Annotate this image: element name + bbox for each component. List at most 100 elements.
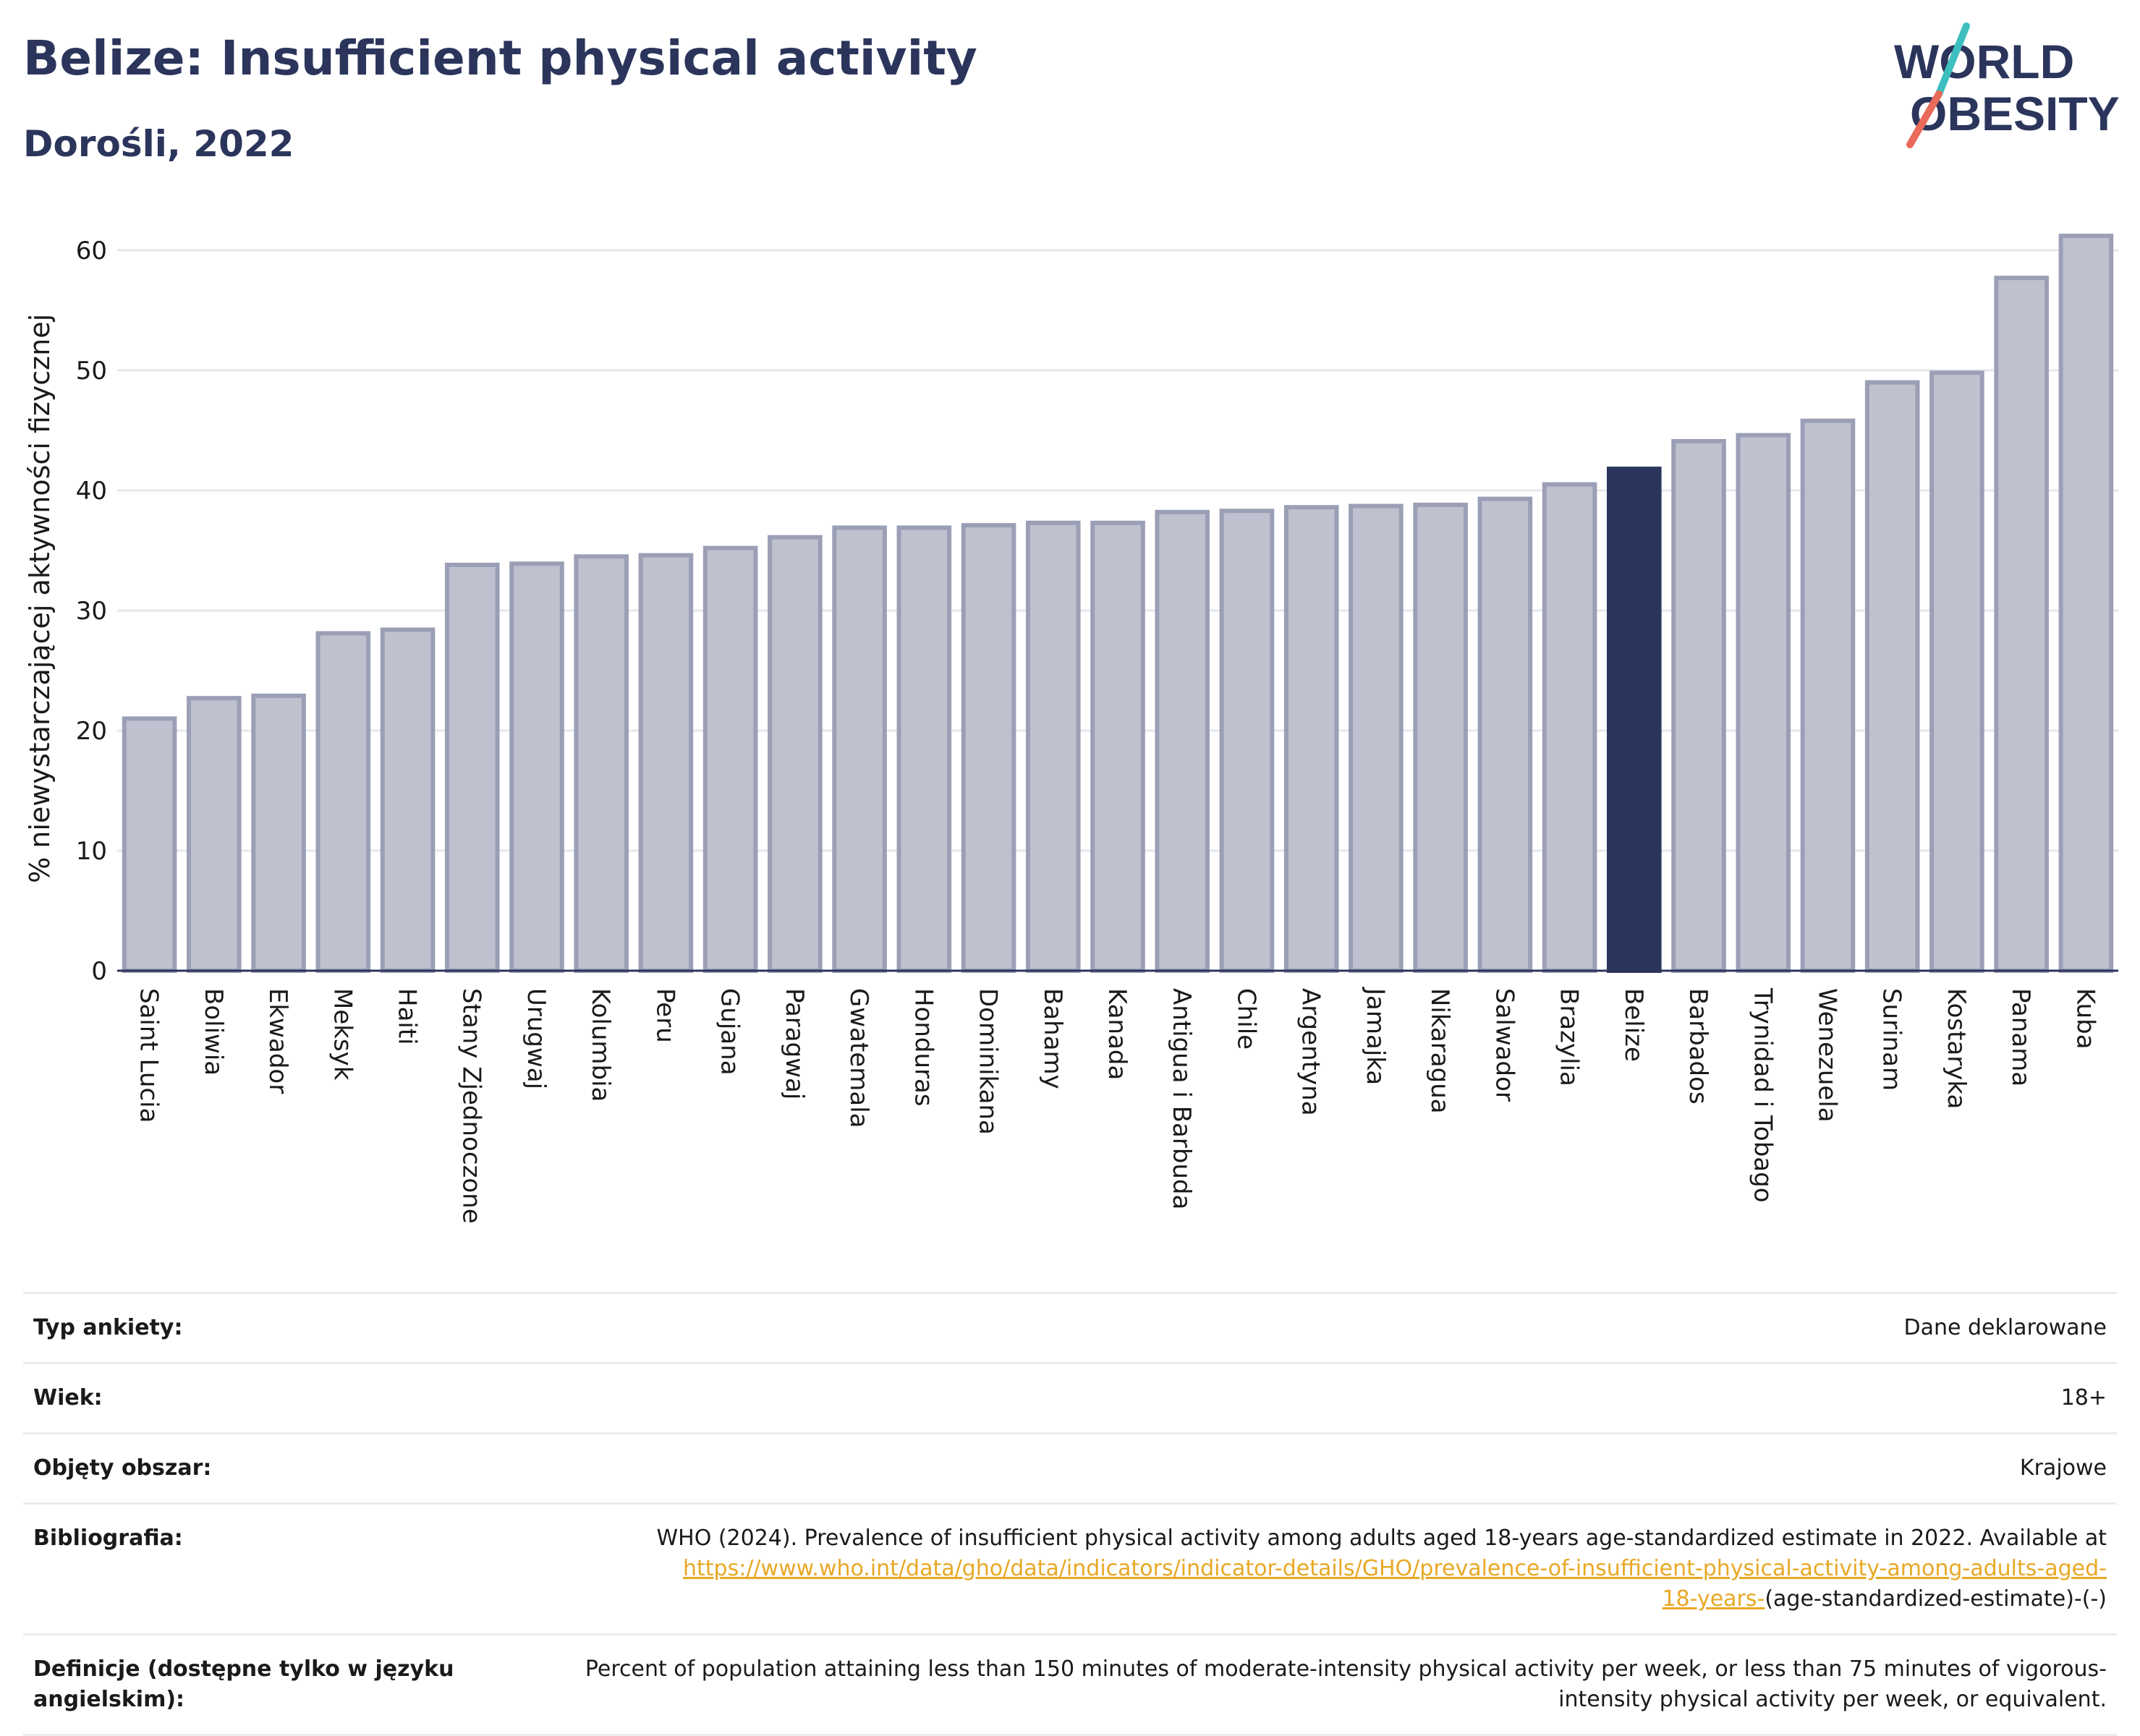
x-tick-label: Salwador	[1490, 988, 1519, 1102]
x-tick-label: Antigua i Barbuda	[1167, 988, 1196, 1209]
x-tick-label: Boliwia	[199, 988, 228, 1076]
x-tick-label: Saint Lucia	[135, 988, 164, 1123]
x-tick-label: Trynidad i Tobago	[1748, 987, 1777, 1203]
bar-nikaragua	[1413, 502, 1468, 973]
x-tick-label: Kanada	[1103, 988, 1131, 1080]
meta-label: Bibliografia:	[33, 1526, 183, 1551]
bar-chart: 0 10 20 30 40 50 60 Saint Lucia Boliwia Ekwador M…	[24, 234, 2118, 1224]
x-tick-label: Peru	[650, 988, 679, 1043]
x-tick-label: Barbados	[1683, 988, 1712, 1105]
x-tick-label: Ekwador	[263, 988, 292, 1094]
x-tick-label: Urugwaj	[522, 988, 551, 1089]
logo-line2: OBESITY	[1910, 87, 2120, 140]
bar-stany-zjednoczone	[444, 562, 500, 973]
bar-surinam	[1864, 380, 1920, 973]
y-tick-label: 20	[76, 717, 107, 746]
bibliography-tail: (age-standardized-estimate)-(-)	[1765, 1586, 2107, 1612]
y-tick-label: 60	[76, 237, 107, 265]
meta-label: Definicje (dostępne tylko w języku angie…	[33, 1656, 454, 1712]
meta-label: Typ ankiety:	[33, 1315, 183, 1340]
x-tick-label: Stany Zjednoczone	[457, 988, 486, 1224]
meta-row-bibliography: Bibliografia: WHO (2024). Prevalence of …	[23, 1503, 2117, 1635]
bar-paragwaj	[768, 535, 823, 973]
bar-barbados	[1671, 438, 1726, 973]
meta-value: Dane deklarowane	[1903, 1315, 2107, 1340]
logo-slash-teal	[1935, 22, 1970, 98]
bar-antigua-i-barbuda	[1155, 509, 1210, 973]
bar-gujana	[702, 545, 758, 973]
x-tick-label: Brazylia	[1555, 988, 1584, 1086]
bar-saint-lucia	[122, 716, 177, 974]
meta-value: Percent of population attaining less tha…	[585, 1656, 2107, 1712]
y-tick-label: 40	[76, 477, 107, 506]
x-tick-label: Gwatemala	[844, 988, 873, 1128]
y-axis-ticks: 0 10 20 30 40 50 60	[76, 237, 107, 986]
bar-belize	[1607, 467, 1662, 973]
meta-row-definitions: Definicje (dostępne tylko w języku angie…	[23, 1634, 2117, 1735]
bar-salwador	[1477, 496, 1533, 973]
x-tick-label: Dominikana	[974, 988, 1003, 1135]
x-tick-label: Bahamy	[1038, 988, 1067, 1089]
x-tick-label: Belize	[1619, 988, 1648, 1062]
bibliography-text: WHO (2024). Prevalence of insufficient p…	[656, 1526, 2107, 1551]
x-tick-label: Wenezuela	[1812, 988, 1841, 1123]
world-obesity-logo: WORLD OBESITY	[1894, 22, 2120, 148]
chart-title: Belize: Insufficient physical activity	[23, 30, 977, 86]
bar-kanada	[1090, 520, 1145, 973]
logo-slash-red	[1906, 90, 1942, 148]
x-tick-label: Kuba	[2071, 988, 2099, 1050]
x-tick-label: Meksyk	[328, 988, 357, 1081]
metadata-table: Typ ankiety: Dane deklarowane Wiek: 18+ …	[23, 1292, 2117, 1736]
bar-trynidad-i-tobago	[1736, 433, 1791, 973]
x-tick-label: Jamajka	[1361, 987, 1390, 1085]
bar-meksyk	[315, 631, 371, 973]
bar-dominikana	[961, 523, 1016, 973]
chart-subtitle: Dorośli, 2022	[23, 123, 294, 165]
bar-wenezuela	[1800, 418, 1856, 973]
bar-honduras	[896, 525, 952, 973]
bar-peru	[638, 553, 694, 973]
bars	[122, 234, 2114, 974]
bibliography-link-line2[interactable]: 18-years-	[1662, 1586, 1765, 1612]
y-tick-label: 10	[76, 837, 107, 866]
bar-kuba	[2058, 234, 2114, 973]
meta-value: 18+	[2060, 1385, 2107, 1410]
meta-label: Objęty obszar:	[33, 1455, 212, 1481]
x-tick-label: Surinam	[1877, 988, 1906, 1091]
bibliography-link-line1[interactable]: https://www.who.int/data/gho/data/indica…	[683, 1556, 2107, 1581]
meta-row-area: Objęty obszar: Krajowe	[23, 1433, 2117, 1504]
meta-row-survey-type: Typ ankiety: Dane deklarowane	[23, 1293, 2117, 1363]
x-tick-label: Honduras	[909, 988, 938, 1107]
y-axis-label: % niewystarczającej aktywności fizycznej	[24, 314, 56, 883]
x-tick-label: Paragwaj	[780, 988, 809, 1099]
x-tick-label: Nikaragua	[1425, 988, 1454, 1114]
x-axis-labels: Saint Lucia Boliwia Ekwador Meksyk Haiti Stan…	[135, 987, 2100, 1224]
bar-haiti	[380, 627, 436, 973]
x-tick-label: Haiti	[393, 988, 422, 1045]
bar-brazylia	[1542, 482, 1597, 973]
meta-label: Wiek:	[33, 1385, 103, 1410]
bar-panama	[1994, 276, 2049, 973]
bibliography-value: WHO (2024). Prevalence of insufficient p…	[492, 1504, 2117, 1635]
logo-line1: WORLD	[1894, 35, 2074, 88]
y-tick-label: 50	[76, 357, 107, 386]
bar-urugwaj	[509, 561, 564, 973]
meta-row-age: Wiek: 18+	[23, 1363, 2117, 1434]
bar-kolumbia	[574, 554, 629, 973]
bar-boliwia	[187, 696, 242, 973]
meta-value: Krajowe	[2019, 1455, 2107, 1481]
x-tick-label: Chile	[1231, 988, 1260, 1050]
x-tick-label: Kostaryka	[1942, 988, 1971, 1109]
y-tick-label: 0	[91, 957, 107, 986]
bar-bahamy	[1025, 520, 1081, 973]
x-tick-label: Kolumbia	[586, 988, 615, 1102]
bar-jamajka	[1349, 503, 1404, 973]
y-tick-label: 30	[76, 597, 107, 626]
bar-kostaryka	[1929, 370, 1984, 973]
bar-gwatemala	[832, 525, 887, 973]
x-tick-label: Panama	[2006, 988, 2035, 1086]
bar-argentyna	[1283, 505, 1339, 973]
bar-ekwador	[251, 693, 306, 973]
bar-chile	[1219, 509, 1275, 973]
x-tick-label: Argentyna	[1296, 988, 1325, 1116]
